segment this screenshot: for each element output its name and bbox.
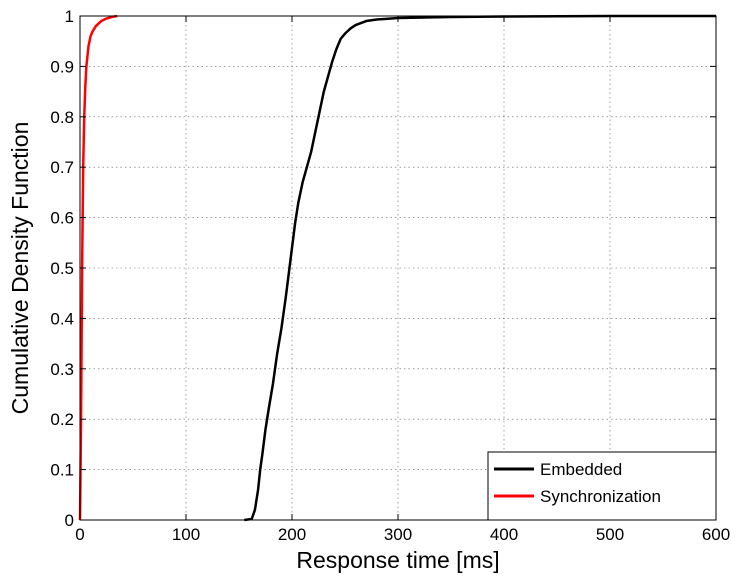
y-tick-label: 0.1	[50, 461, 74, 480]
y-tick-label: 1	[65, 7, 74, 26]
x-axis-label: Response time [ms]	[296, 547, 499, 573]
x-tick-label: 100	[172, 525, 200, 544]
x-tick-label: 500	[596, 525, 624, 544]
y-tick-label: 0.2	[50, 410, 74, 429]
y-tick-label: 0.9	[50, 57, 74, 76]
y-tick-label: 0	[65, 511, 74, 530]
legend: Embedded Synchronization	[487, 451, 717, 521]
x-tick-label: 0	[75, 525, 84, 544]
y-tick-label: 0.5	[50, 259, 74, 278]
x-tick-label: 600	[702, 525, 730, 544]
legend-label-embedded: Embedded	[540, 460, 622, 479]
y-tick-label: 0.4	[50, 309, 74, 328]
y-tick-label: 0.8	[50, 108, 74, 127]
tick-labels: 0 100 200 300 400 500 600 0 0.1 0.2 0.3 0.4 0.5 0.6 0.…	[50, 7, 730, 544]
x-tick-label: 300	[384, 525, 412, 544]
y-tick-label: 0.7	[50, 158, 74, 177]
grid	[80, 16, 716, 520]
y-tick-label: 0.3	[50, 360, 74, 379]
y-tick-label: 0.6	[50, 209, 74, 228]
x-tick-label: 200	[278, 525, 306, 544]
legend-box	[487, 451, 717, 521]
x-tick-label: 400	[490, 525, 518, 544]
series-line-embedded	[244, 14, 716, 522]
legend-label-synchronization: Synchronization	[540, 487, 661, 506]
y-axis-label: Cumulative Density Function	[7, 122, 33, 415]
